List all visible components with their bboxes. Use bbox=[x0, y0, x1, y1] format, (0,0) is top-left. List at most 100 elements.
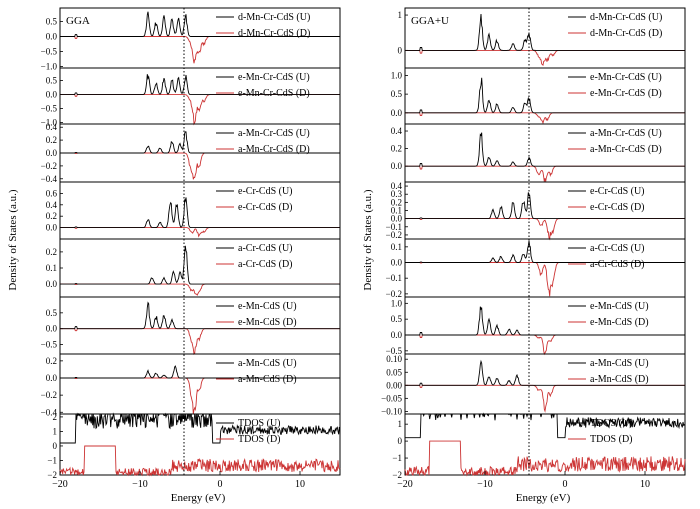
legend-up-label: e-Cr-CdS (U) bbox=[238, 186, 293, 197]
y-tick-label: −0.2 bbox=[386, 289, 402, 299]
y-tick-label: 0.1 bbox=[391, 242, 402, 252]
series-up-line bbox=[60, 245, 340, 285]
legend-down-label: e-Mn-Cr-CdS (D) bbox=[590, 88, 662, 99]
y-tick-label: −0.5 bbox=[41, 104, 58, 114]
y-tick-label: 0.1 bbox=[46, 263, 57, 273]
series-up-line bbox=[60, 74, 340, 96]
legend-up-label: a-Mn-Cr-CdS (U) bbox=[590, 128, 662, 139]
y-tick-label: 0.4 bbox=[391, 181, 403, 191]
legend-up-label: e-Mn-CdS (U) bbox=[238, 301, 297, 312]
series-up-line bbox=[60, 197, 340, 229]
legend-up-label: TDOS (U) bbox=[238, 418, 281, 429]
y-tick-label: 0.0 bbox=[46, 223, 58, 233]
legend-up-label: e-Mn-Cr-CdS (U) bbox=[590, 72, 662, 83]
y-tick-label: 0.1 bbox=[391, 206, 402, 216]
series-up-line bbox=[405, 77, 685, 114]
x-tick-label: −20 bbox=[397, 479, 413, 490]
y-tick-label: 0.0 bbox=[391, 258, 403, 268]
series-down-line bbox=[60, 227, 340, 238]
y-tick-label: 0.2 bbox=[46, 356, 57, 366]
y-tick-label: 0.5 bbox=[391, 314, 403, 324]
legend-down-label: e-Cr-CdS (D) bbox=[238, 202, 293, 213]
series-down-line bbox=[60, 152, 340, 180]
y-tick-label: 0.0 bbox=[391, 161, 403, 171]
legend-up-label: TDOS (U) bbox=[590, 418, 633, 429]
y-tick-label: 0.4 bbox=[46, 122, 58, 132]
y-tick-label: 0.2 bbox=[46, 247, 57, 257]
legend-down-label: d-Mn-Cr-CdS (D) bbox=[238, 28, 310, 39]
legend-down-label: TDOS (D) bbox=[238, 434, 281, 445]
series-down-line bbox=[405, 384, 685, 413]
y-tick-label: −0.5 bbox=[41, 340, 58, 350]
y-tick-label: 0.0 bbox=[391, 214, 403, 224]
y-tick-label: 0.2 bbox=[391, 197, 402, 207]
y-tick-label: 0.2 bbox=[46, 135, 57, 145]
series-up-line bbox=[60, 131, 340, 154]
y-tick-label: −1.0 bbox=[41, 62, 58, 72]
x-tick-label: 0 bbox=[563, 479, 568, 490]
y-tick-label: 0.0 bbox=[46, 324, 58, 334]
series-down-line bbox=[59, 445, 341, 477]
series-down-line bbox=[60, 36, 340, 64]
y-tick-label: 0.05 bbox=[386, 367, 402, 377]
series-down-line bbox=[60, 328, 340, 355]
series-up-line bbox=[60, 365, 340, 379]
y-tick-label: 0.5 bbox=[46, 308, 58, 318]
legend-down-label: a-Mn-CdS (D) bbox=[238, 374, 297, 385]
panel-label: GGA+U bbox=[411, 15, 449, 27]
y-tick-label: 0.0 bbox=[391, 108, 403, 118]
panel-frame bbox=[59, 7, 341, 476]
y-tick-label: 0.6 bbox=[46, 188, 58, 198]
x-axis-label-right: Energy (eV) bbox=[516, 492, 571, 504]
legend-down-label: a-Cr-CdS (D) bbox=[238, 259, 293, 270]
legend-down-label: e-Mn-CdS (D) bbox=[238, 317, 297, 328]
y-tick-label: 0.10 bbox=[386, 354, 402, 364]
legend-up-label: a-Cr-CdS (U) bbox=[238, 243, 293, 254]
y-tick-label: 0 bbox=[398, 45, 403, 55]
legend-up-label: e-Mn-CdS (U) bbox=[590, 301, 649, 312]
series-up-line bbox=[405, 192, 685, 220]
y-tick-label: −1 bbox=[392, 453, 402, 463]
legend-down-label: d-Mn-Cr-CdS (D) bbox=[590, 28, 662, 39]
x-tick-label: −10 bbox=[132, 479, 148, 490]
x-tick-label: 0 bbox=[218, 479, 223, 490]
y-axis-label-left: Density of States (a.u.) bbox=[7, 189, 19, 290]
y-tick-label: −0.10 bbox=[381, 406, 402, 416]
legend-up-label: e-Mn-Cr-CdS (U) bbox=[238, 72, 310, 83]
legend-down-label: e-Cr-CdS (D) bbox=[590, 202, 645, 213]
series-up-line bbox=[60, 301, 340, 330]
y-tick-label: 0.5 bbox=[391, 89, 403, 99]
series-down-line bbox=[404, 440, 686, 477]
x-axis-label-left: Energy (eV) bbox=[171, 492, 226, 504]
y-tick-label: 0 bbox=[398, 436, 403, 446]
panel-frame bbox=[404, 7, 686, 476]
y-tick-label: 0.0 bbox=[46, 148, 58, 158]
y-tick-label: 0.0 bbox=[46, 32, 58, 42]
legend-down-label: a-Mn-CdS (D) bbox=[590, 374, 649, 385]
series-down-line bbox=[405, 112, 685, 125]
y-tick-label: −0.5 bbox=[386, 346, 403, 356]
series-down-line bbox=[405, 49, 685, 66]
y-tick-label: 1 bbox=[398, 10, 403, 20]
legend-down-label: a-Cr-CdS (D) bbox=[590, 259, 645, 270]
series-up-line bbox=[60, 412, 341, 444]
series-up-line bbox=[405, 359, 685, 386]
series-down-line bbox=[60, 283, 340, 296]
y-tick-label: −2 bbox=[392, 470, 402, 480]
series-up-line bbox=[405, 132, 685, 167]
x-tick-label: 10 bbox=[640, 479, 650, 490]
series-up-line bbox=[405, 306, 685, 336]
y-tick-label: −0.1 bbox=[386, 222, 402, 232]
y-tick-label: 1.0 bbox=[391, 298, 403, 308]
legend-down-label: e-Mn-CdS (D) bbox=[590, 317, 649, 328]
series-up-line bbox=[405, 240, 685, 263]
x-tick-label: −10 bbox=[477, 479, 493, 490]
legend-up-label: a-Mn-CdS (U) bbox=[238, 358, 297, 369]
legend-up-label: a-Mn-CdS (U) bbox=[590, 358, 649, 369]
y-tick-label: 0.2 bbox=[391, 144, 402, 154]
y-tick-label: 0.00 bbox=[386, 380, 402, 390]
series-down-line bbox=[405, 165, 685, 182]
legend-up-label: d-Mn-Cr-CdS (U) bbox=[590, 12, 662, 23]
legend-down-label: a-Mn-Cr-CdS (D) bbox=[590, 144, 662, 155]
